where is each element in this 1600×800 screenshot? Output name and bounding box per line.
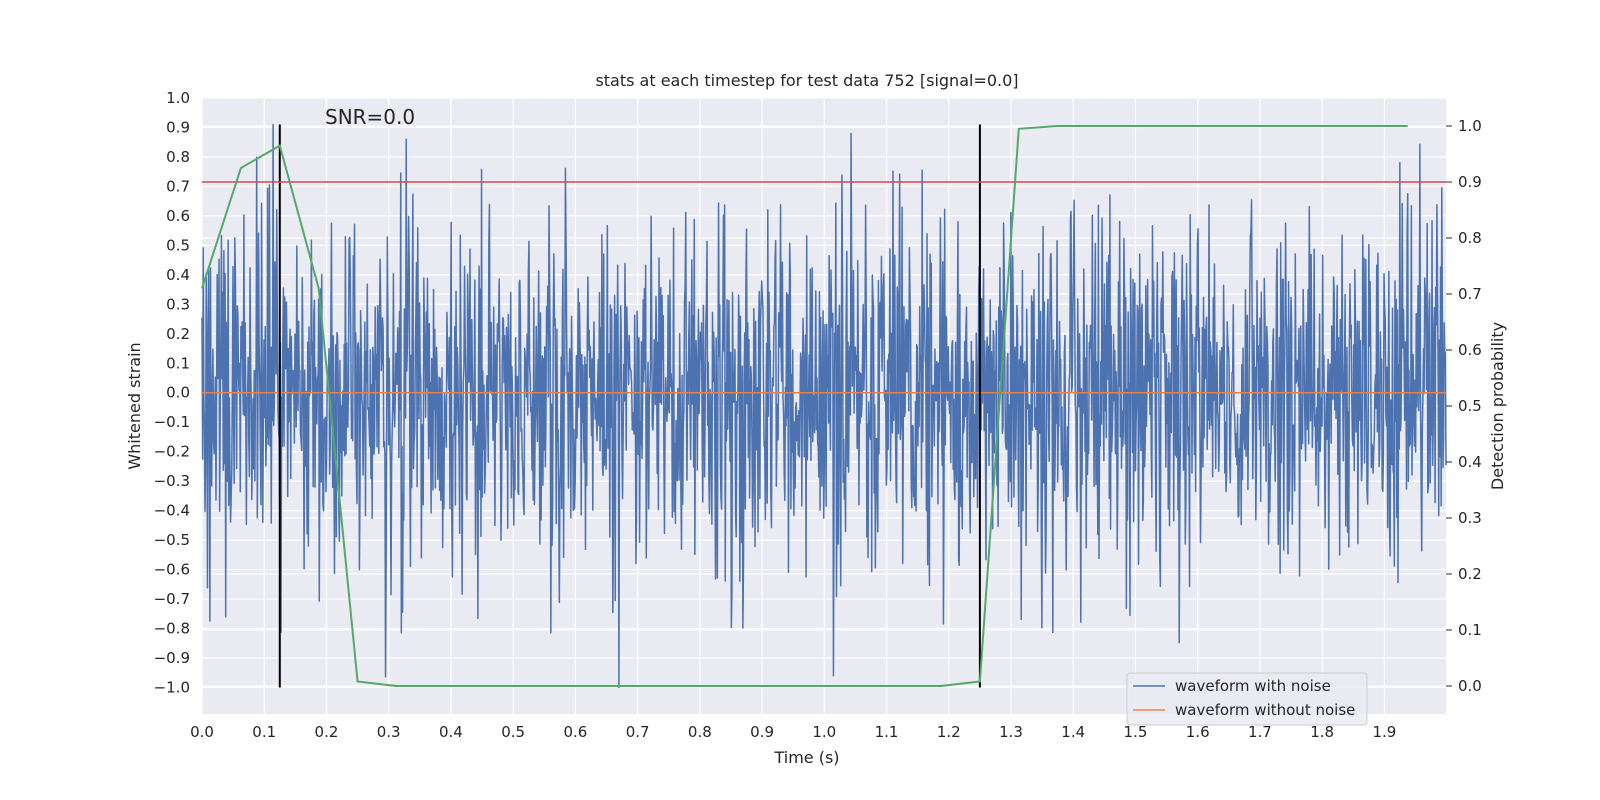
y-tick-label: 0.2 — [166, 325, 190, 343]
x-tick-label: 1.6 — [1186, 723, 1210, 741]
y2-tick-label: 0.5 — [1458, 397, 1482, 415]
y2-tick-label: 0.6 — [1458, 341, 1482, 359]
x-tick-label: 1.9 — [1372, 723, 1396, 741]
y-tick-label: 0.6 — [166, 207, 190, 225]
x-tick-label: 0.1 — [252, 723, 276, 741]
y-tick-label: −0.7 — [154, 590, 190, 608]
snr-annotation: SNR=0.0 — [325, 105, 415, 129]
legend-label-noise: waveform with noise — [1175, 677, 1331, 695]
y-tick-label: 0.1 — [166, 354, 190, 372]
y2-tick-label: 0.8 — [1458, 229, 1482, 247]
probability-series — [201, 125, 1408, 687]
vertical-markers — [278, 124, 981, 688]
y2-ticks: 1.0 0.9 0.8 0.7 0.6 0.5 0.4 0.3 0.2 0.1 0.0 — [1446, 117, 1482, 695]
y2-tick-label: 0.0 — [1458, 677, 1482, 695]
y-tick-label: −0.2 — [154, 443, 190, 461]
y-tick-label: −0.4 — [154, 502, 190, 520]
probability-series-line — [201, 125, 1408, 687]
y-tick-label: 0.9 — [166, 118, 190, 136]
x-tick-label: 0.9 — [750, 723, 774, 741]
noise-series — [201, 123, 1447, 689]
x-tick-label: 0.5 — [501, 723, 525, 741]
x-tick-label: 0.7 — [626, 723, 650, 741]
y-ticks: 1.0 0.9 0.8 0.7 0.6 0.5 0.4 0.3 0.2 0.1 0.0 −0.1 −0.… — [154, 89, 190, 696]
x-tick-label: 1.2 — [937, 723, 961, 741]
y-tick-label: −0.3 — [154, 472, 190, 490]
y-tick-label: 1.0 — [166, 89, 190, 107]
x-tick-label: 0.6 — [563, 723, 587, 741]
y-tick-label: −0.9 — [154, 649, 190, 667]
y2-tick-label: 0.4 — [1458, 453, 1482, 471]
chart-title: stats at each timestep for test data 752… — [595, 71, 1018, 90]
x-tick-label: 1.8 — [1310, 723, 1334, 741]
y-tick-label: 0.4 — [166, 266, 190, 284]
legend-box — [1126, 672, 1368, 726]
x-axis-label: Time (s) — [773, 748, 839, 767]
y-tick-label: 0.7 — [166, 177, 190, 195]
y-tick-label: −0.1 — [154, 413, 190, 431]
y-tick-label: −1.0 — [154, 678, 190, 696]
y-tick-label: −0.6 — [154, 561, 190, 579]
y2-axis-label: Detection probability — [1488, 322, 1507, 490]
x-tick-label: 1.3 — [999, 723, 1023, 741]
noise-series-line — [201, 123, 1447, 689]
x-ticks: 0.0 0.1 0.2 0.3 0.4 0.5 0.6 0.7 0.8 0.9 1.0 1.1 1.2 1… — [190, 723, 1396, 741]
y2-tick-label: 0.7 — [1458, 285, 1482, 303]
x-tick-label: 0.4 — [439, 723, 463, 741]
y-tick-label: 0.0 — [166, 384, 190, 402]
y2-tick-label: 0.1 — [1458, 621, 1482, 639]
x-tick-label: 0.8 — [688, 723, 712, 741]
y-tick-label: 0.8 — [166, 148, 190, 166]
y-tick-label: 0.5 — [166, 236, 190, 254]
legend-label-clean: waveform without noise — [1175, 701, 1355, 719]
x-tick-label: 0.2 — [315, 723, 339, 741]
y2-tick-label: 0.2 — [1458, 565, 1482, 583]
x-tick-label: 1.5 — [1124, 723, 1148, 741]
y-axis-label: Whitened strain — [125, 342, 144, 469]
x-tick-label: 1.1 — [875, 723, 899, 741]
x-tick-label: 1.0 — [812, 723, 836, 741]
y2-tick-label: 0.3 — [1458, 509, 1482, 527]
y2-tick-label: 0.9 — [1458, 173, 1482, 191]
x-tick-label: 1.4 — [1061, 723, 1085, 741]
x-tick-label: 0.3 — [377, 723, 401, 741]
x-tick-label: 0.0 — [190, 723, 214, 741]
y-tick-label: −0.8 — [154, 620, 190, 638]
y-tick-label: −0.5 — [154, 531, 190, 549]
legend: waveform with noise waveform without noi… — [1126, 672, 1368, 726]
y2-tick-label: 1.0 — [1458, 117, 1482, 135]
x-tick-label: 1.7 — [1248, 723, 1272, 741]
y-tick-label: 0.3 — [166, 295, 190, 313]
